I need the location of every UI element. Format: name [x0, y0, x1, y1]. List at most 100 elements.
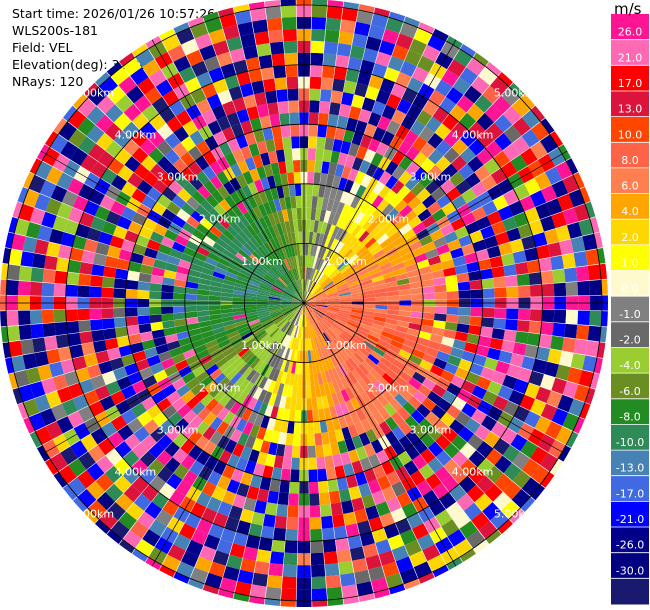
range-gate: [229, 401, 242, 415]
range-gate: [330, 442, 340, 456]
range-gate: [336, 259, 348, 271]
range-gate: [347, 277, 359, 285]
range-gate: [521, 129, 540, 148]
range-gate: [160, 236, 175, 249]
range-gate: [379, 335, 393, 344]
range-gate: [150, 274, 164, 285]
range-gate: [283, 552, 298, 566]
range-gate: [410, 311, 423, 319]
range-gate: [167, 544, 186, 562]
range-gate: [304, 303, 316, 305]
range-gate: [421, 318, 434, 327]
range-gate: [263, 276, 275, 285]
range-gate: [331, 367, 340, 381]
range-gate: [362, 313, 375, 320]
range-gate: [152, 412, 168, 427]
range-gate: [288, 493, 299, 506]
range-gate: [174, 359, 189, 372]
range-gate: [506, 308, 519, 320]
range-gate: [304, 303, 308, 315]
range-gate: [310, 268, 316, 281]
range-gate: [297, 219, 303, 232]
range-gate: [72, 356, 87, 371]
range-gate: [196, 98, 212, 115]
range-gate: [204, 17, 223, 34]
range-gate: [202, 584, 220, 595]
range-gate: [281, 384, 289, 397]
range-gate: [476, 376, 492, 391]
range-gate: [451, 396, 467, 411]
range-gate: [139, 450, 157, 468]
range-gate: [192, 365, 206, 378]
range-gate: [284, 396, 292, 410]
range-gate: [273, 330, 283, 341]
range-gate: [247, 339, 259, 350]
range-gate: [365, 163, 378, 178]
range-gate: [99, 510, 118, 530]
range-gate: [396, 98, 412, 115]
range-gate: [61, 399, 78, 416]
range-gate: [382, 242, 396, 254]
range-gate: [365, 505, 380, 521]
range-gate: [322, 262, 331, 274]
range-gate: [447, 59, 466, 77]
range-gate: [362, 217, 374, 231]
range-gate: [314, 324, 321, 336]
range-gate: [271, 287, 283, 294]
range-gate: [335, 352, 345, 364]
range-gate: [385, 280, 398, 288]
range-gate: [440, 369, 455, 383]
range-gate: [124, 230, 139, 244]
range-gate: [351, 224, 362, 237]
range-gate: [315, 303, 328, 307]
range-gate: [351, 304, 364, 308]
range-gate: [12, 201, 23, 219]
range-gate: [291, 385, 298, 399]
range-gate: [420, 324, 433, 334]
range-gate: [475, 344, 490, 357]
range-gate: [273, 455, 284, 469]
range-gate: [307, 148, 316, 161]
range-gate: [397, 406, 411, 421]
range-gate: [343, 413, 355, 427]
range-gate: [177, 188, 192, 203]
range-gate: [252, 344, 263, 355]
range-gate: [311, 284, 321, 295]
range-gate: [397, 283, 411, 291]
range-gate: [224, 195, 237, 209]
range-gate: [345, 523, 360, 538]
range-gate: [357, 272, 371, 281]
range-gate: [116, 376, 132, 391]
range-gate: [469, 362, 484, 376]
range-gate: [370, 326, 383, 335]
range-gate: [181, 202, 196, 216]
range-gate: [332, 417, 342, 431]
range-gate: [339, 304, 352, 307]
range-gate: [292, 148, 301, 161]
colorbar-swatch: [611, 424, 649, 451]
range-gate: [131, 130, 148, 147]
range-gate: [88, 87, 107, 106]
range-gate: [6, 279, 19, 296]
range-gate: [95, 519, 111, 534]
range-gate: [306, 183, 314, 196]
range-gate: [378, 550, 396, 566]
range-gate: [260, 152, 271, 166]
range-gate: [278, 161, 287, 174]
range-gate: [345, 344, 356, 355]
range-gate: [124, 156, 141, 173]
range-gate: [585, 387, 596, 405]
range-gate: [45, 421, 63, 440]
range-gate: [66, 321, 80, 334]
range-gate: [360, 343, 373, 354]
range-gate: [198, 320, 212, 328]
range-gate: [210, 280, 223, 288]
range-gate: [455, 179, 471, 195]
range-gate: [295, 338, 300, 351]
range-gate: [327, 306, 340, 310]
range-gate: [343, 129, 355, 143]
range-gate: [340, 348, 351, 360]
range-gate: [275, 263, 284, 275]
range-gate: [320, 89, 332, 102]
range-gate: [29, 158, 42, 175]
